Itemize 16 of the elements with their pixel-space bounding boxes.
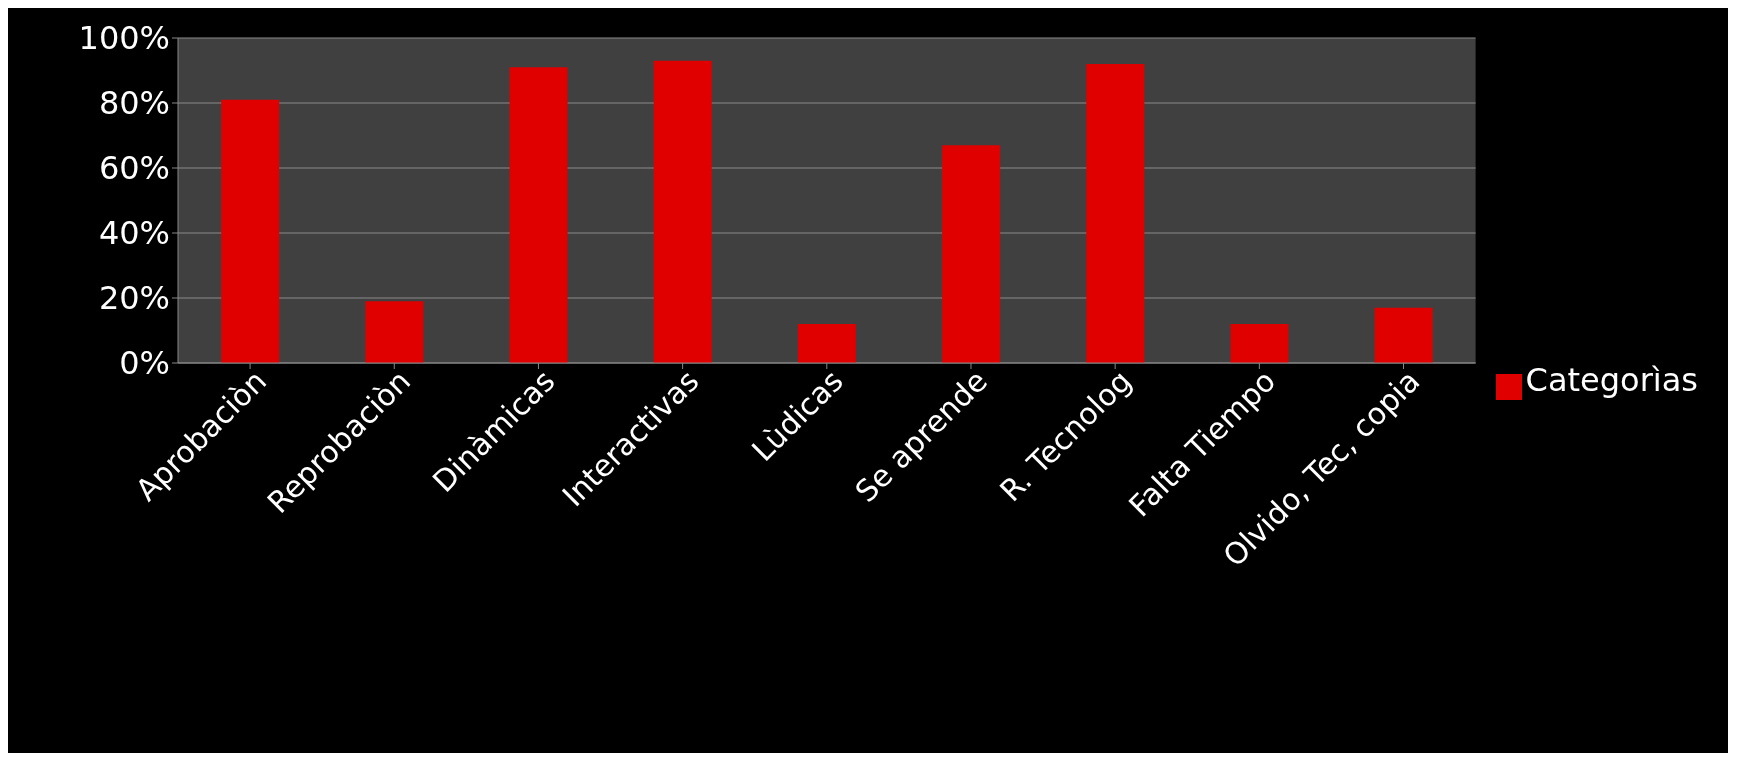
bar xyxy=(653,60,712,363)
y-tick-label: 80% xyxy=(98,84,170,123)
bar xyxy=(221,99,280,363)
y-tick-label: 0% xyxy=(119,344,170,383)
bar xyxy=(1374,307,1433,363)
y-tick-label: 20% xyxy=(98,279,170,318)
legend-label: Categorìas xyxy=(1525,360,1698,399)
bar xyxy=(1230,324,1289,363)
y-tick-label: 100% xyxy=(78,19,170,58)
bar xyxy=(1086,64,1145,363)
bar xyxy=(509,67,568,363)
bar xyxy=(797,324,856,363)
bar xyxy=(942,145,1001,363)
bar xyxy=(365,301,424,363)
y-tick-label: 60% xyxy=(98,149,170,188)
y-tick-label: 40% xyxy=(98,214,170,253)
